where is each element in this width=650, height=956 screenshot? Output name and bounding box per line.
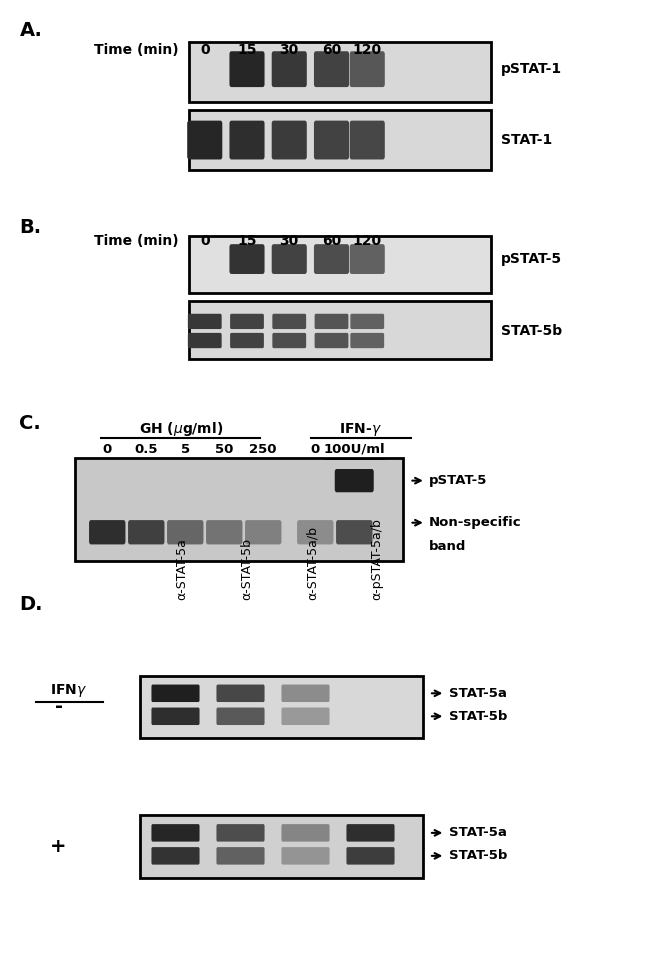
Text: 120: 120 [353,43,382,56]
Text: +: + [50,837,67,856]
FancyBboxPatch shape [350,333,384,348]
FancyBboxPatch shape [281,707,330,725]
Text: α-STAT-5a/b: α-STAT-5a/b [306,527,318,600]
FancyBboxPatch shape [297,520,333,544]
FancyBboxPatch shape [229,52,265,87]
FancyBboxPatch shape [350,314,384,329]
Text: A.: A. [20,21,42,40]
Text: -: - [55,698,62,716]
Bar [140,676,423,738]
FancyBboxPatch shape [350,52,385,87]
Text: 0.5: 0.5 [135,443,158,456]
FancyBboxPatch shape [151,684,200,702]
Text: α-STAT-5b: α-STAT-5b [240,538,254,600]
Text: 60: 60 [322,43,341,56]
Text: 15: 15 [237,43,257,56]
Text: STAT-1: STAT-1 [500,133,552,147]
Text: 60: 60 [322,234,341,248]
Text: 50: 50 [215,443,233,456]
Text: 30: 30 [280,234,299,248]
Bar [188,42,491,102]
Text: 0: 0 [103,443,112,456]
Text: D.: D. [20,595,43,614]
FancyBboxPatch shape [151,847,200,864]
FancyBboxPatch shape [346,824,395,841]
Bar [188,301,491,358]
FancyBboxPatch shape [216,824,265,841]
Text: pSTAT-1: pSTAT-1 [500,62,562,76]
FancyBboxPatch shape [216,847,265,864]
FancyBboxPatch shape [230,314,264,329]
Text: Non-specific: Non-specific [429,516,521,530]
FancyBboxPatch shape [216,684,265,702]
FancyBboxPatch shape [89,520,125,544]
Text: α-STAT-5a: α-STAT-5a [176,538,188,600]
FancyBboxPatch shape [350,244,385,274]
Text: 0: 0 [200,234,209,248]
Text: B.: B. [20,218,42,237]
FancyBboxPatch shape [336,520,372,544]
Text: Time (min): Time (min) [94,234,179,248]
Text: STAT-5a: STAT-5a [448,686,506,700]
FancyBboxPatch shape [151,824,200,841]
FancyBboxPatch shape [245,520,281,544]
FancyBboxPatch shape [281,684,330,702]
Text: 5: 5 [181,443,190,456]
Bar [188,236,491,293]
FancyBboxPatch shape [315,314,348,329]
Text: IFN$\gamma$: IFN$\gamma$ [49,682,87,699]
FancyBboxPatch shape [314,52,349,87]
FancyBboxPatch shape [229,244,265,274]
Bar [75,458,403,561]
Bar [188,110,491,170]
Text: STAT-5b: STAT-5b [448,709,507,723]
Text: 0: 0 [200,43,209,56]
FancyBboxPatch shape [216,707,265,725]
Bar [140,815,423,878]
FancyBboxPatch shape [281,847,330,864]
FancyBboxPatch shape [230,333,264,348]
FancyBboxPatch shape [187,120,222,160]
Text: 250: 250 [250,443,277,456]
FancyBboxPatch shape [151,707,200,725]
Text: Time (min): Time (min) [94,43,179,56]
FancyBboxPatch shape [346,847,395,864]
FancyBboxPatch shape [314,244,349,274]
FancyBboxPatch shape [350,120,385,160]
FancyBboxPatch shape [128,520,164,544]
Text: C.: C. [20,414,41,433]
FancyBboxPatch shape [188,333,222,348]
FancyBboxPatch shape [272,244,307,274]
FancyBboxPatch shape [167,520,203,544]
FancyBboxPatch shape [188,314,222,329]
Text: 100U/ml: 100U/ml [324,443,385,456]
Text: 15: 15 [237,234,257,248]
Text: pSTAT-5: pSTAT-5 [500,252,562,266]
Text: band: band [429,540,467,554]
Text: IFN-$\gamma$: IFN-$\gamma$ [339,421,382,438]
Text: α-pSTAT-5a/b: α-pSTAT-5a/b [370,518,383,600]
Text: STAT-5a: STAT-5a [448,826,506,839]
Text: pSTAT-5: pSTAT-5 [429,474,488,488]
Text: STAT-5b: STAT-5b [448,849,507,862]
Text: GH ($\mu$g/ml): GH ($\mu$g/ml) [138,421,223,438]
FancyBboxPatch shape [229,120,265,160]
FancyBboxPatch shape [335,469,374,492]
FancyBboxPatch shape [206,520,242,544]
FancyBboxPatch shape [272,52,307,87]
Text: 120: 120 [353,234,382,248]
FancyBboxPatch shape [314,120,349,160]
FancyBboxPatch shape [272,314,306,329]
Text: 0: 0 [311,443,320,456]
FancyBboxPatch shape [281,824,330,841]
FancyBboxPatch shape [272,333,306,348]
Text: STAT-5b: STAT-5b [500,324,562,338]
FancyBboxPatch shape [272,120,307,160]
FancyBboxPatch shape [315,333,348,348]
Text: 30: 30 [280,43,299,56]
